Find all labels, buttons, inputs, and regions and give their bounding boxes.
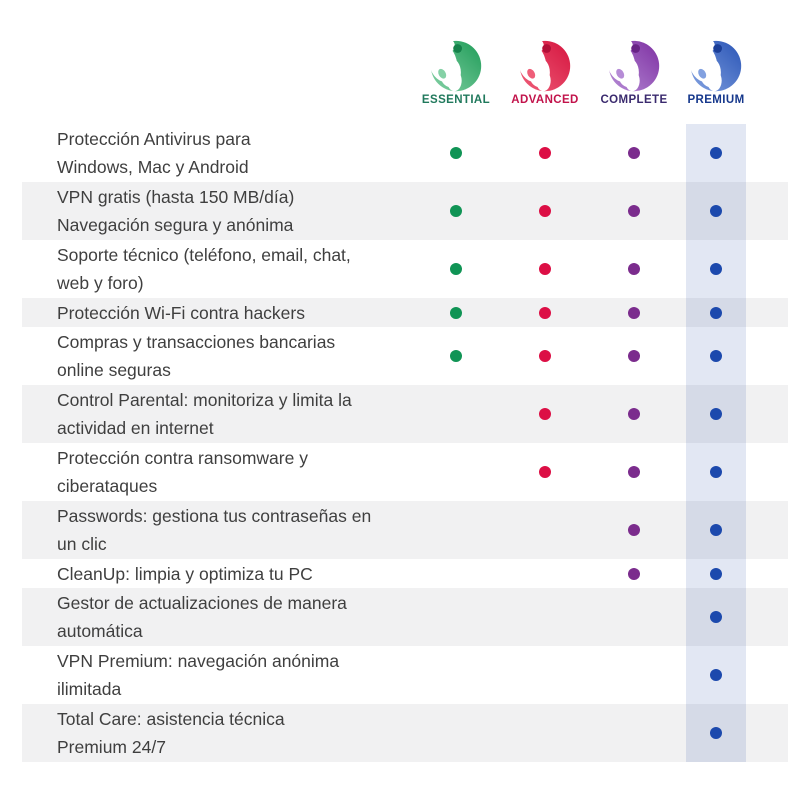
dot-premium [710, 611, 722, 623]
feature-row: Total Care: asistencia técnica Premium 24… [22, 704, 788, 762]
feature-rows: Protección Antivirus para Windows, Mac y … [22, 124, 788, 762]
feature-label: Passwords: gestiona tus contraseñas en un… [57, 506, 372, 554]
feature-row: CleanUp: limpia y optimiza tu PC [22, 559, 788, 588]
feature-row: Protección Wi-Fi contra hackers [22, 298, 788, 327]
feature-label: CleanUp: limpia y optimiza tu PC [57, 563, 313, 584]
dot-advanced [539, 408, 551, 420]
feature-row: Compras y transacciones bancarias online … [22, 327, 788, 385]
dot-premium [710, 263, 722, 275]
dot-premium [710, 408, 722, 420]
dot-premium [710, 350, 722, 362]
feature-label: Compras y transacciones bancarias online … [57, 332, 336, 380]
dot-premium [710, 727, 722, 739]
complete-logo-icon [608, 40, 660, 92]
premium-logo-icon [690, 40, 742, 92]
dot-essential [450, 350, 462, 362]
dot-complete [628, 466, 640, 478]
dot-complete [628, 350, 640, 362]
dot-advanced [539, 466, 551, 478]
dot-advanced [539, 205, 551, 217]
dot-essential [450, 205, 462, 217]
dot-premium [710, 306, 722, 319]
dot-premium [710, 147, 722, 159]
dot-advanced [539, 147, 551, 159]
feature-label: Gestor de actualizaciones de manera autom… [57, 593, 347, 641]
feature-label: Protección Antivirus para Windows, Mac y … [57, 129, 251, 177]
feature-label: Control Parental: monitoriza y limita la… [57, 390, 352, 438]
feature-label: VPN Premium: navegación anónima ilimitada [57, 651, 340, 699]
dot-premium [710, 524, 722, 536]
tier-column-essential: ESSENTIAL [408, 40, 504, 106]
dot-complete [628, 408, 640, 420]
feature-label: VPN gratis (hasta 150 MB/día) Navegación … [57, 187, 295, 235]
dot-complete [628, 567, 640, 580]
dot-essential [450, 306, 462, 319]
feature-row: Protección contra ransomware y ciberataqu… [22, 443, 788, 501]
tier-label-essential: ESSENTIAL [421, 94, 491, 106]
tier-label-premium: PREMIUM [687, 94, 745, 106]
dot-complete [628, 205, 640, 217]
feature-row: Soporte técnico (teléfono, email, chat, w… [22, 240, 788, 298]
tier-label-complete: COMPLETE [600, 94, 668, 106]
feature-row: VPN gratis (hasta 150 MB/día) Navegación … [22, 182, 788, 240]
feature-label: Protección Wi-Fi contra hackers [57, 302, 305, 323]
dot-complete [628, 147, 640, 159]
tier-column-complete: COMPLETE [586, 40, 682, 106]
advanced-logo-icon [519, 40, 571, 92]
tier-column-premium: PREMIUM [668, 40, 764, 106]
comparison-table: ESSENTIAL ADVANCED [22, 0, 788, 762]
feature-row: VPN Premium: navegación anónima ilimitada [22, 646, 788, 704]
dot-complete [628, 524, 640, 536]
dot-essential [450, 147, 462, 159]
feature-label: Total Care: asistencia técnica Premium 24… [57, 709, 285, 757]
dot-premium [710, 669, 722, 681]
dot-advanced [539, 350, 551, 362]
tier-header: ESSENTIAL ADVANCED [22, 0, 788, 124]
feature-label: Soporte técnico (teléfono, email, chat, w… [57, 245, 351, 293]
dot-advanced [539, 306, 551, 319]
feature-row: Control Parental: monitoriza y limita la… [22, 385, 788, 443]
dot-complete [628, 306, 640, 319]
feature-row: Passwords: gestiona tus contraseñas en un… [22, 501, 788, 559]
dot-premium [710, 567, 722, 580]
dot-advanced [539, 263, 551, 275]
dot-premium [710, 205, 722, 217]
feature-row: Protección Antivirus para Windows, Mac y … [22, 124, 788, 182]
tier-column-advanced: ADVANCED [497, 40, 593, 106]
dot-essential [450, 263, 462, 275]
tier-label-advanced: ADVANCED [511, 94, 579, 106]
dot-premium [710, 466, 722, 478]
feature-label: Protección contra ransomware y ciberataqu… [57, 448, 308, 496]
dot-complete [628, 263, 640, 275]
feature-row: Gestor de actualizaciones de manera autom… [22, 588, 788, 646]
essential-logo-icon [430, 40, 482, 92]
